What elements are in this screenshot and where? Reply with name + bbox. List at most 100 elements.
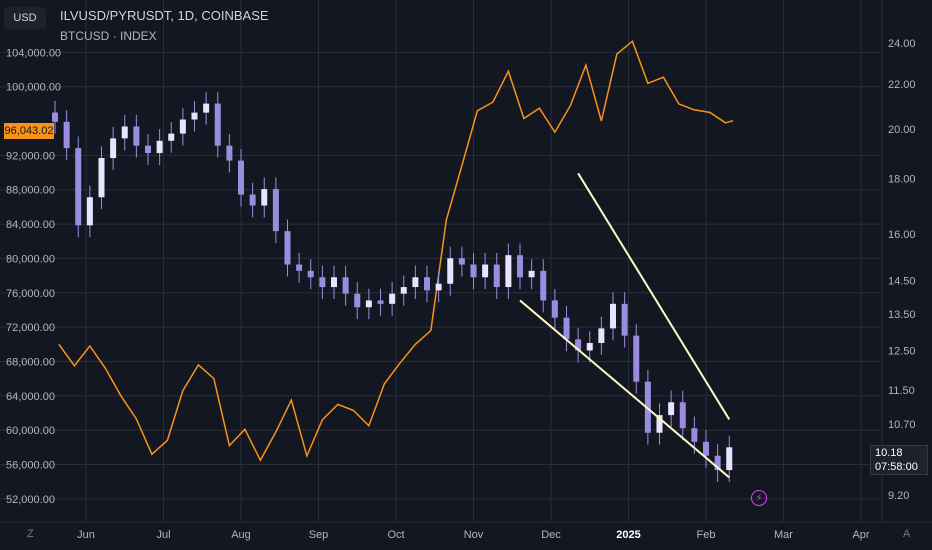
left-tick-label: 104,000.00 [6, 47, 61, 59]
candle-body [261, 189, 268, 206]
left-tick-label: 68,000.00 [6, 356, 55, 368]
right-price-axis[interactable]: 24.00 22.00 20.00 18.00 16.00 14.50 13.50 12.50… [888, 38, 916, 502]
right-tick-label: 10.70 [888, 419, 916, 431]
candle-body [389, 293, 396, 304]
right-tick-label: 9.20 [888, 490, 909, 502]
btc-line [58, 39, 734, 462]
left-tick-label: 92,000.00 [6, 150, 55, 162]
right-tick-label: 18.00 [888, 174, 916, 186]
candle-body [191, 112, 198, 120]
candle-body [133, 126, 140, 146]
candle-body [86, 197, 93, 226]
zoom-icon[interactable]: Z [27, 528, 34, 540]
candle-body [621, 303, 628, 336]
x-tick-label: Oct [387, 529, 404, 541]
candle-body [447, 258, 454, 284]
candle-body [470, 264, 477, 278]
candle-body [633, 335, 640, 382]
candle-body [342, 277, 349, 294]
right-tick-label: 22.00 [888, 79, 916, 91]
candle-body [365, 300, 372, 308]
candle-body [156, 140, 163, 154]
candle-body [179, 119, 186, 134]
candle-body [424, 277, 430, 291]
candle-body [331, 277, 337, 288]
candle-body [517, 255, 523, 278]
x-tick-label: Feb [697, 529, 716, 541]
right-tick-label: 24.00 [888, 38, 916, 50]
candle-body [168, 133, 175, 141]
candle-body [400, 287, 407, 294]
left-tick-label: 88,000.00 [6, 185, 55, 197]
candle-body [214, 103, 221, 146]
btc-last-price-label: 96,043.02 [4, 123, 54, 139]
candle-body [575, 339, 582, 351]
candle-body [668, 402, 675, 416]
btc-series [58, 39, 734, 462]
candle-body [203, 103, 210, 113]
candle-body [563, 317, 570, 340]
candle-body [249, 194, 256, 206]
candle-body [98, 158, 105, 198]
right-tick-label: 11.50 [888, 385, 915, 397]
candle-body [714, 455, 721, 471]
candle-body [377, 300, 384, 304]
right-tick-label: 14.50 [888, 276, 916, 288]
x-tick-label: Jul [156, 529, 170, 541]
x-tick-label: 2025 [616, 529, 640, 541]
candle-body [110, 138, 117, 159]
candle-body [238, 160, 244, 195]
candle-body [505, 255, 512, 288]
candle-body [284, 231, 291, 265]
candle-body [145, 145, 151, 154]
left-tick-label: 56,000.00 [6, 459, 55, 471]
trendlines [519, 172, 731, 479]
wedge-trendline [577, 172, 731, 420]
ilv-last-price-label: 10.18 07:58:00 [870, 445, 928, 475]
auto-scale-icon[interactable]: A [903, 528, 911, 540]
candle-body [586, 343, 593, 351]
flash-icon[interactable]: ⚡ [751, 490, 767, 506]
candle-body [226, 145, 233, 161]
currency-button[interactable]: USD [4, 7, 46, 29]
x-tick-label: Mar [774, 529, 793, 541]
candle-body [75, 148, 82, 226]
candle-body [354, 293, 361, 308]
ilv-last-price: 10.18 [875, 447, 903, 459]
candle-body [598, 328, 605, 344]
ilv-pyr-candles [52, 91, 733, 483]
x-tick-label: Jun [77, 529, 95, 541]
chart-subtitle[interactable]: BTCUSD · INDEX [60, 29, 157, 43]
candle-body [703, 441, 709, 456]
left-tick-label: 64,000.00 [6, 391, 55, 403]
left-tick-label: 60,000.00 [6, 425, 55, 437]
candle-body [726, 447, 733, 471]
wedge-trendline [519, 299, 730, 479]
right-tick-label: 20.00 [888, 124, 916, 136]
left-tick-label: 80,000.00 [6, 253, 55, 265]
candle-body [435, 283, 442, 291]
candle-body [121, 126, 128, 139]
candle-body [272, 189, 279, 232]
candle-body [528, 270, 535, 278]
time-axis[interactable]: Jun Jul Aug Sep Oct Nov Dec 2025 Feb Mar Apr [77, 529, 870, 541]
x-tick-label: Sep [309, 529, 329, 541]
left-tick-label: 72,000.00 [6, 322, 55, 334]
candle-body [644, 381, 651, 433]
x-tick-label: Aug [231, 529, 251, 541]
candle-body [63, 121, 70, 149]
x-tick-label: Dec [541, 529, 561, 541]
right-tick-label: 12.50 [888, 345, 916, 357]
candle-body [52, 112, 58, 122]
left-price-axis[interactable]: 104,000.00 100,000.00 92,000.00 88,000.00 84… [6, 47, 61, 505]
candle-body [319, 277, 326, 288]
right-tick-label: 16.00 [888, 229, 916, 241]
chart-title[interactable]: ILVUSD/PYRUSDT, 1D, COINBASE [60, 8, 269, 23]
left-tick-label: 76,000.00 [6, 288, 55, 300]
x-tick-label: Nov [464, 529, 484, 541]
candle-body [691, 428, 698, 442]
candle-body [412, 277, 419, 288]
candle-body [540, 270, 547, 301]
candle-body [656, 415, 663, 433]
